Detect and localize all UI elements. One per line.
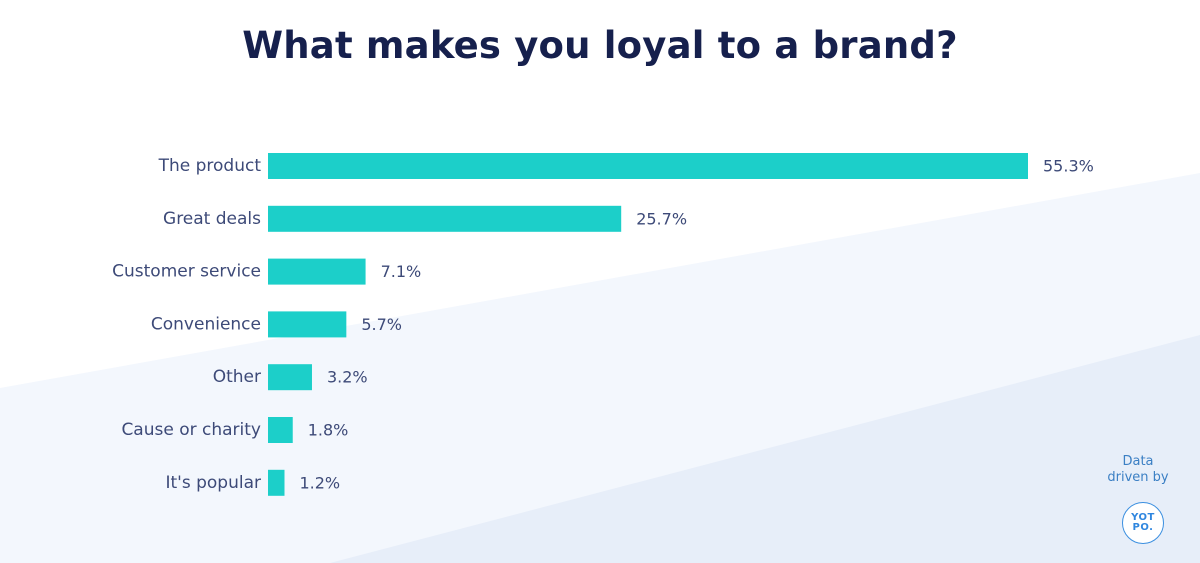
chart-title: What makes you loyal to a brand? — [242, 24, 958, 67]
yotpo-logo: YOT PO. — [1122, 502, 1164, 544]
value-label: 1.8% — [308, 421, 349, 440]
value-label: 1.2% — [299, 473, 340, 492]
logo-text-line-1: YOT — [1131, 512, 1155, 523]
category-label: Other — [213, 367, 261, 387]
value-label: 7.1% — [381, 262, 422, 281]
value-label: 5.7% — [361, 315, 402, 334]
bar — [268, 311, 347, 338]
category-label: Customer service — [112, 262, 261, 282]
data-credit: Data driven by — [1098, 454, 1178, 486]
bar — [268, 205, 622, 232]
credit-text: Data driven by — [1098, 454, 1178, 486]
value-label: 55.3% — [1043, 157, 1094, 176]
category-label: It's popular — [165, 473, 261, 493]
bar — [268, 153, 1028, 179]
bar — [268, 417, 293, 443]
bar — [268, 364, 312, 391]
credit-line-2: driven by — [1107, 470, 1169, 485]
value-label: 3.2% — [327, 368, 368, 387]
category-label: Convenience — [151, 314, 261, 334]
category-label: Great deals — [163, 209, 261, 229]
category-label: The product — [158, 156, 262, 176]
bar — [268, 469, 285, 496]
category-label: Cause or charity — [121, 420, 261, 440]
bar — [268, 258, 366, 285]
credit-line-1: Data — [1122, 454, 1154, 469]
value-label: 25.7% — [636, 209, 687, 228]
logo-text-line-2: PO. — [1132, 522, 1154, 533]
background-band-dark — [330, 335, 1200, 563]
